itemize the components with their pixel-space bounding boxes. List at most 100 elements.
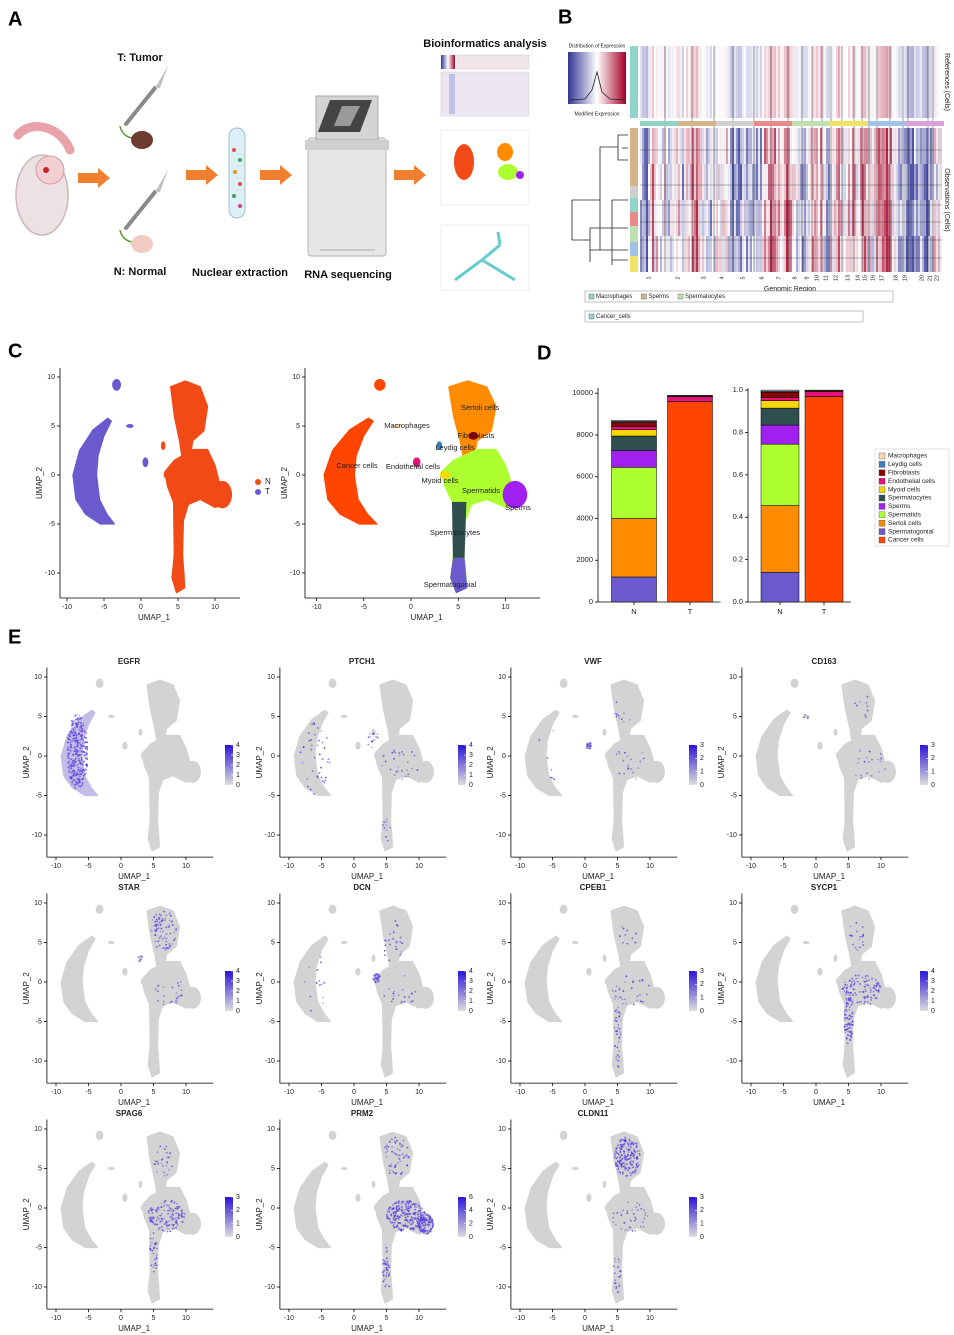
chromosome-label: 8 <box>792 276 798 279</box>
expression-dot <box>73 761 76 764</box>
colorbar <box>568 52 626 104</box>
expression-dot <box>373 978 376 981</box>
expression-dot <box>82 751 85 753</box>
expression-dot <box>638 1164 640 1166</box>
cell-cluster <box>95 678 104 689</box>
expression-dot <box>152 1266 155 1269</box>
expression-dot <box>74 737 76 739</box>
expression-dot <box>85 768 87 771</box>
x-tick-label: 5 <box>616 863 620 870</box>
x-tick-label: -5 <box>318 863 324 870</box>
heatmap-cell <box>710 236 712 272</box>
heatmap-cell <box>866 236 868 272</box>
heatmap-cell <box>642 200 644 236</box>
y-tick-label: 10 <box>34 900 42 907</box>
expression-dot <box>866 1002 869 1005</box>
colorbar <box>689 971 697 1011</box>
expression-dot <box>403 1211 406 1214</box>
cell-cluster <box>328 904 337 915</box>
expression-dot <box>631 1160 633 1162</box>
x-tick-label: -5 <box>780 1089 786 1096</box>
expression-dot <box>613 997 616 1000</box>
expression-dot <box>163 1204 165 1207</box>
expression-dot <box>616 1054 619 1056</box>
heatmap-cell <box>906 236 908 272</box>
expression-dot <box>404 1214 406 1217</box>
heatmap-cell <box>700 128 702 164</box>
heatmap-cell <box>896 164 898 200</box>
heatmap-cell <box>798 46 800 118</box>
expression-dot <box>168 943 171 945</box>
heatmap-cell <box>894 200 896 236</box>
heatmap-cell <box>854 236 856 272</box>
expression-dot <box>846 1042 849 1045</box>
expression-dot <box>856 980 859 983</box>
heatmap-cell <box>676 164 678 200</box>
expression-dot <box>614 1257 616 1260</box>
heatmap-cell <box>930 164 932 200</box>
heatmap-cell <box>924 200 926 236</box>
heatmap-cell <box>694 164 696 200</box>
heatmap-cell <box>790 128 792 164</box>
expression-dot <box>383 954 386 957</box>
expression-dot <box>622 1209 624 1212</box>
expression-dot <box>180 994 183 997</box>
colorbar-label: 1 <box>700 769 704 776</box>
heatmap-cell <box>720 200 722 236</box>
y-tick-label: 0 <box>38 1205 42 1212</box>
expression-dot <box>870 996 873 999</box>
y-axis-label: UMAP_2 <box>486 746 495 779</box>
heatmap-cell <box>682 236 684 272</box>
expression-dot <box>396 1205 399 1208</box>
heatmap-cell <box>926 164 928 200</box>
heatmap-cell <box>710 164 712 200</box>
x-tick-label: -5 <box>549 863 555 870</box>
expression-dot <box>80 767 83 770</box>
expression-dot <box>167 1209 170 1212</box>
heatmap-cell <box>926 200 928 236</box>
axis-label: Genomic Region <box>764 286 816 293</box>
heatmap-cell <box>736 46 738 118</box>
expression-dot <box>427 1231 429 1234</box>
heatmap-cell <box>872 46 874 118</box>
expression-dot <box>406 1209 409 1211</box>
colorbar-label: 0 <box>469 782 473 789</box>
expression-dot <box>388 1272 391 1275</box>
heatmap-cell <box>808 200 810 236</box>
heatmap-cell <box>764 128 766 164</box>
expression-dot <box>86 741 89 744</box>
panel-label: C <box>8 340 22 362</box>
expression-dot <box>309 995 312 998</box>
expression-dot <box>428 1218 431 1220</box>
heatmap-cell <box>920 236 922 272</box>
expression-dot <box>619 1270 621 1272</box>
expression-dot <box>74 772 76 775</box>
expression-dot <box>844 1028 846 1031</box>
expression-dot <box>856 762 859 764</box>
expression-dot <box>429 1217 432 1220</box>
expression-dot <box>400 1209 403 1211</box>
heatmap-cell <box>680 46 682 118</box>
chromosome-label: 10 <box>814 275 820 281</box>
expression-dot <box>406 1146 409 1149</box>
expression-dot <box>69 743 72 746</box>
colorbar-label: 0 <box>469 1234 473 1241</box>
expression-dot <box>397 1204 400 1207</box>
x-tick-label: 10 <box>415 863 423 870</box>
expression-dot <box>75 737 78 739</box>
expression-dot <box>845 992 848 994</box>
label: T: Tumor <box>117 52 163 64</box>
colorbar-label: 4 <box>931 968 935 975</box>
y-tick-label: -5 <box>500 1244 506 1251</box>
heatmap-cell <box>926 128 928 164</box>
expression-dot <box>620 1148 623 1150</box>
x-tick-label: 5 <box>847 863 851 870</box>
expression-dot <box>150 1264 153 1267</box>
heatmap-cell <box>814 164 816 200</box>
expression-dot <box>616 1033 618 1036</box>
x-axis-label: UMAP_1 <box>118 1324 151 1333</box>
cell-cluster <box>817 967 823 976</box>
expression-dot <box>634 1166 637 1169</box>
y-tick-label: 6000 <box>576 472 593 481</box>
expression-dot <box>165 943 167 946</box>
